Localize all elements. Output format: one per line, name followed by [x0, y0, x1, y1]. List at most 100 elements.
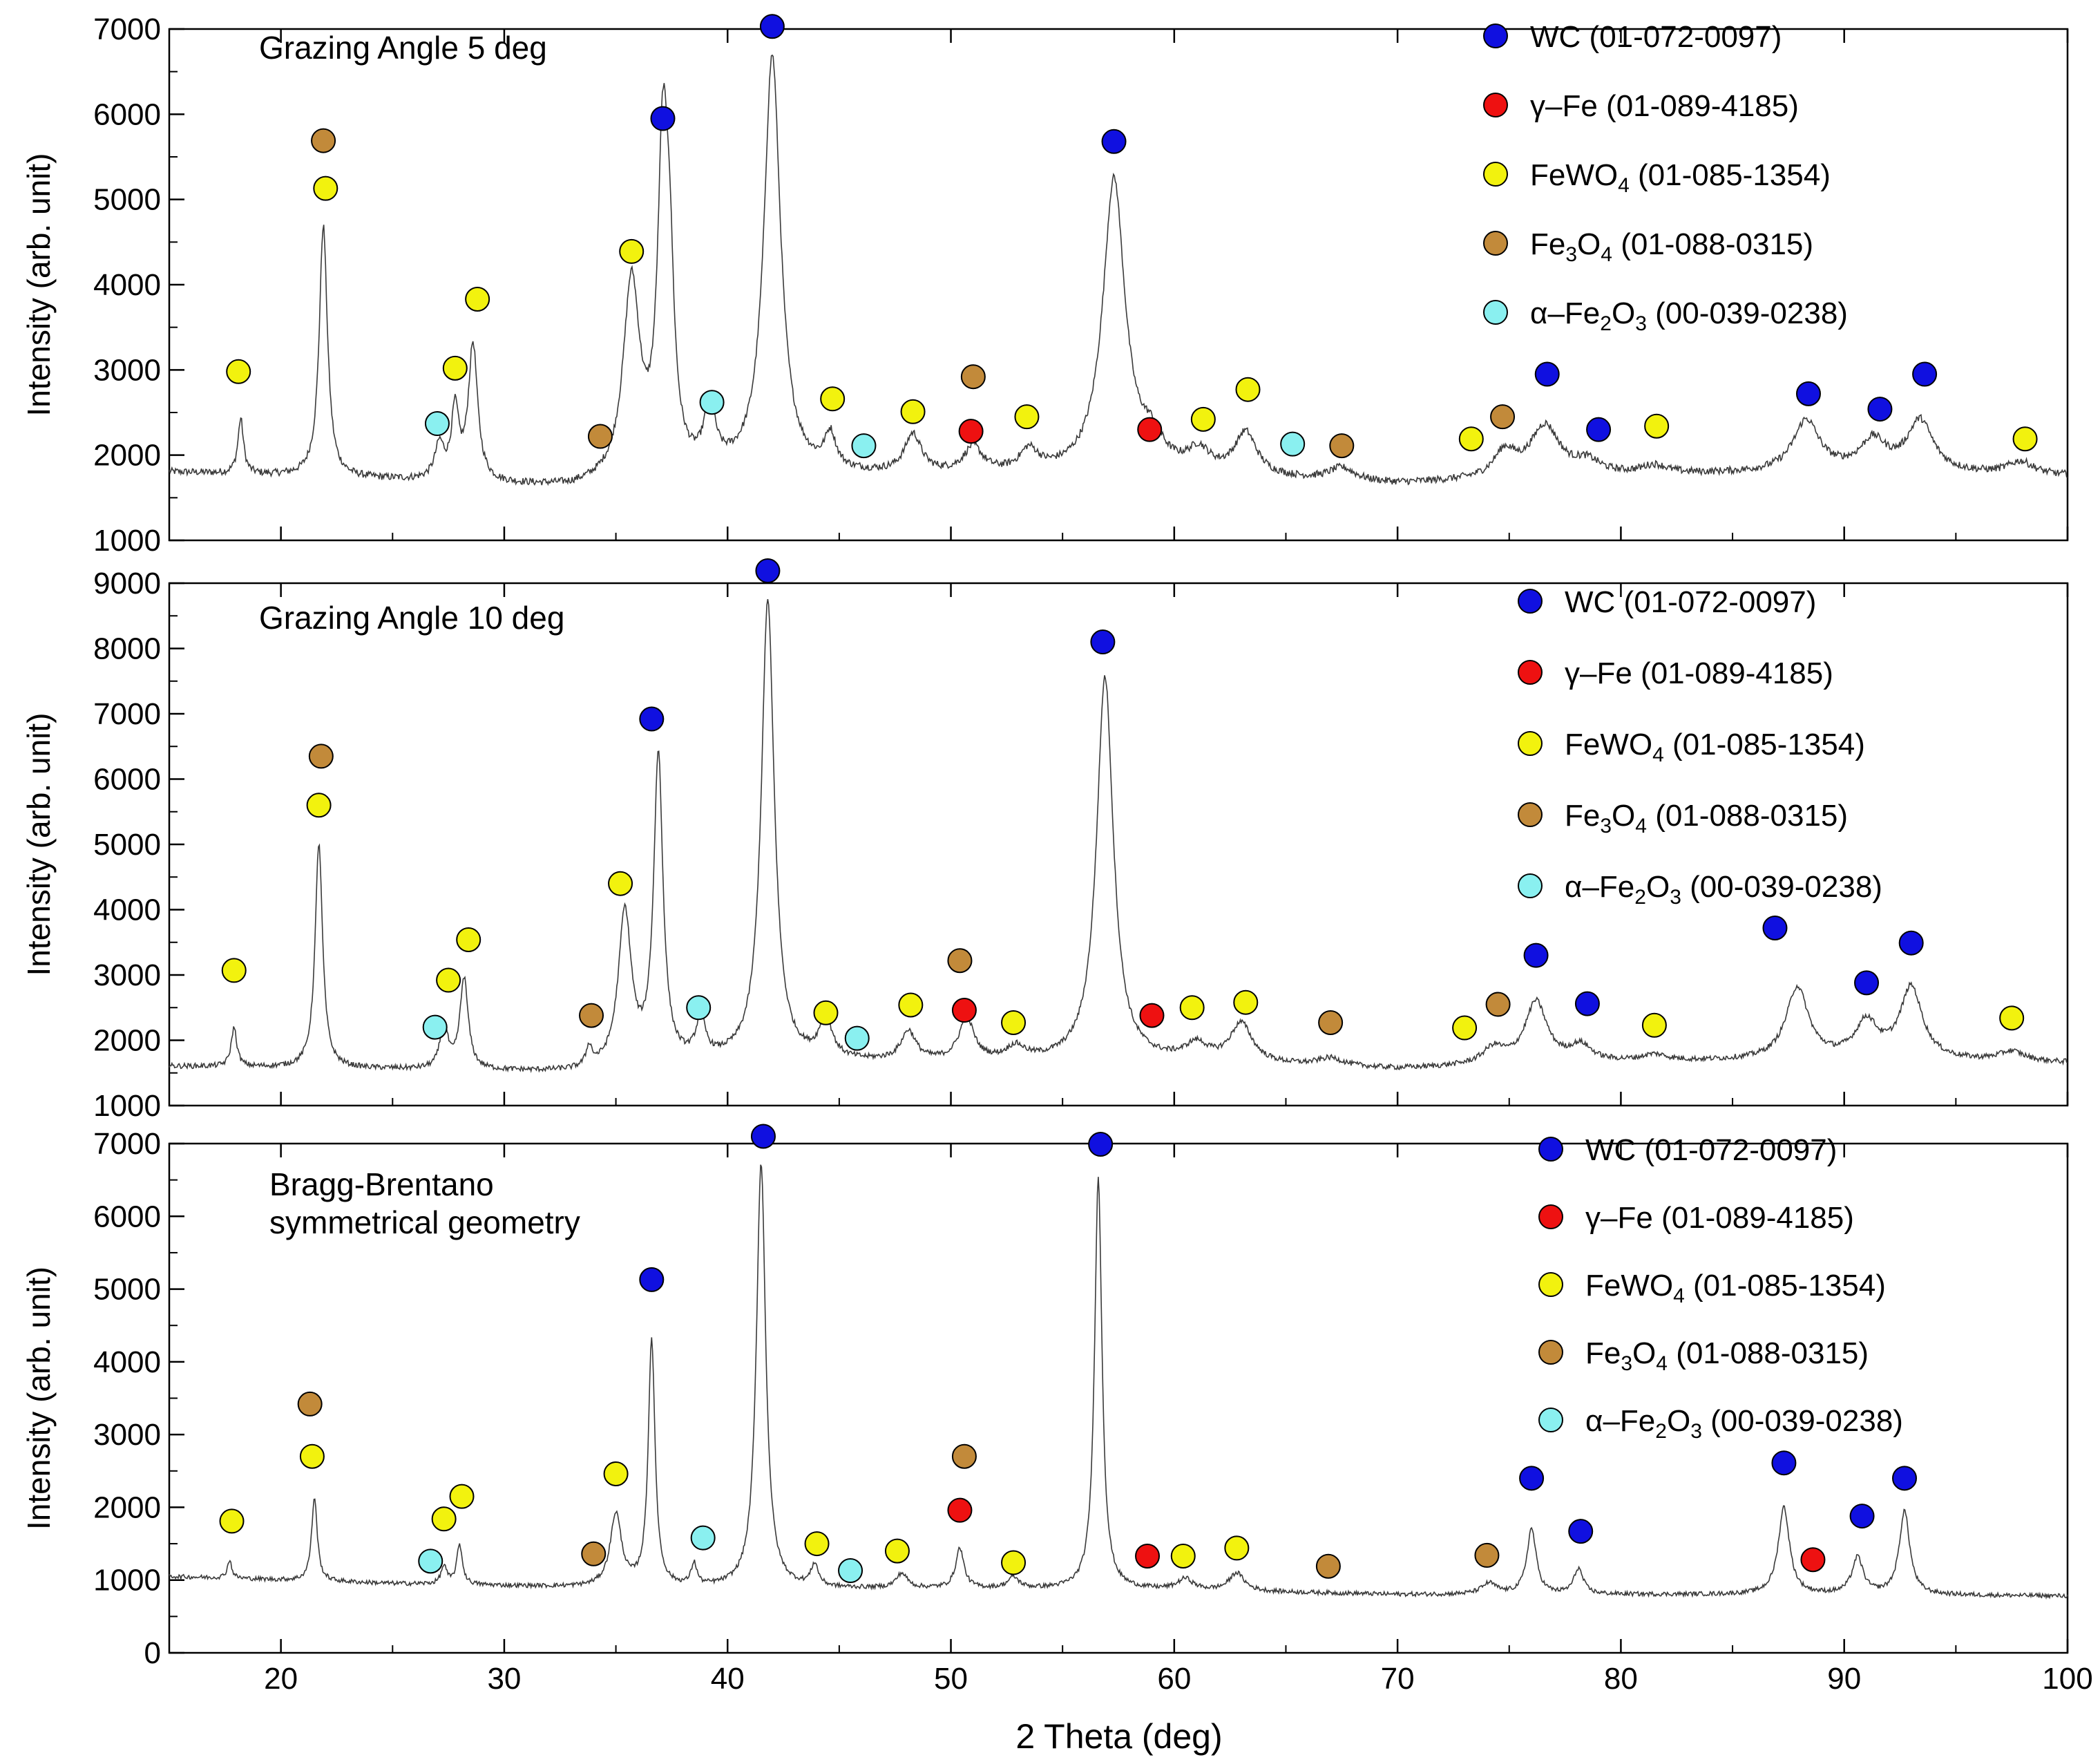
phase-marker [1090, 629, 1116, 655]
phase-marker [1088, 1132, 1114, 1157]
phase-marker [1891, 1466, 1917, 1491]
phase-marker [306, 793, 332, 818]
phase-marker [1233, 989, 1259, 1015]
legend-marker [1518, 589, 1543, 614]
phase-marker [1315, 1553, 1341, 1579]
phase-marker [1235, 377, 1261, 402]
phase-marker [587, 424, 613, 449]
y-tick-label: 1000 [93, 1564, 161, 1598]
x-tick-label: 50 [934, 1662, 968, 1696]
phase-marker [603, 1461, 629, 1486]
phase-marker [1139, 1003, 1165, 1028]
phase-marker [1170, 1543, 1196, 1569]
y-tick-label: 3000 [93, 958, 161, 992]
x-tick-label: 30 [487, 1662, 521, 1696]
panel-title: symmetrical geometry [269, 1204, 580, 1240]
phase-marker [1137, 417, 1163, 442]
phase-marker [219, 1508, 245, 1534]
phase-marker [422, 1014, 448, 1040]
legend-marker [1538, 1408, 1563, 1432]
phase-marker [1762, 915, 1788, 940]
xrd-pattern-line [169, 598, 2068, 1074]
phase-marker [442, 355, 468, 381]
y-tick-label: 3000 [93, 1418, 161, 1452]
phase-marker [699, 390, 725, 415]
phase-marker [313, 176, 338, 201]
phase-marker [1474, 1542, 1500, 1568]
y-tick-label: 6000 [93, 763, 161, 797]
legend-marker [1538, 1340, 1563, 1365]
y-tick-label: 1000 [93, 524, 161, 558]
phase-marker [900, 399, 926, 424]
legend-marker [1483, 23, 1508, 48]
phase-marker [813, 1000, 839, 1025]
phase-marker [759, 14, 785, 39]
phase-marker [960, 364, 986, 390]
phase-marker [1329, 433, 1355, 459]
phase-marker [1771, 1450, 1797, 1476]
xrd-pattern-line [169, 54, 2068, 486]
phase-marker [750, 1124, 776, 1149]
phase-marker [449, 1484, 475, 1509]
phase-marker [1135, 1543, 1161, 1569]
y-tick-label: 5000 [93, 1273, 161, 1307]
phase-marker [1458, 426, 1484, 452]
phase-marker [579, 1003, 604, 1028]
phase-marker [1644, 413, 1670, 439]
phase-marker [1224, 1535, 1250, 1561]
legend-label: FeWO4 (01-085-1354) [1585, 1269, 1886, 1307]
phase-marker [1849, 1504, 1875, 1529]
phase-marker [844, 1025, 870, 1051]
phase-marker [1014, 404, 1040, 430]
phase-marker [820, 386, 846, 412]
legend-label: α–Fe2O3 (00-039-0238) [1565, 870, 1882, 909]
phase-marker [418, 1548, 443, 1574]
panel-1: 1000 2000 3000 4000 5000 6000 7000 Intensity (a… [21, 12, 2069, 558]
phase-marker [884, 1538, 910, 1564]
phase-marker [456, 927, 481, 952]
x-tick-label: 70 [1381, 1662, 1415, 1696]
y-tick-label: 7000 [93, 12, 161, 46]
phase-marker [1490, 404, 1516, 430]
phase-marker [951, 998, 977, 1023]
phase-marker [947, 948, 973, 974]
phase-marker [311, 128, 336, 153]
legend-marker [1483, 162, 1508, 187]
y-tick-label: 9000 [93, 567, 161, 600]
phase-marker [226, 359, 251, 384]
y-tick-label: 6000 [93, 97, 161, 131]
y-tick-label: 7000 [93, 697, 161, 731]
phase-marker [1179, 995, 1205, 1021]
y-axis-title: Intensity (arb. unit) [21, 713, 57, 976]
y-tick-label: 0 [144, 1636, 161, 1670]
legend-label: WC (01-072-0097) [1585, 1133, 1837, 1167]
phase-marker [608, 871, 633, 896]
legend-marker [1518, 660, 1543, 685]
y-tick-label: 7000 [93, 1127, 161, 1161]
phase-marker [1001, 1550, 1027, 1575]
legend-marker [1518, 731, 1543, 756]
y-tick-label: 1000 [93, 1089, 161, 1123]
y-tick-label: 4000 [93, 893, 161, 927]
phase-marker [1519, 1466, 1545, 1491]
phase-marker [650, 106, 676, 131]
panel-title: Grazing Angle 5 deg [259, 30, 547, 66]
phase-marker [958, 419, 984, 444]
phase-marker [299, 1443, 325, 1469]
phase-marker [436, 967, 461, 993]
phase-marker [1800, 1547, 1826, 1573]
phase-marker [1912, 361, 1938, 387]
x-tick-label: 90 [1827, 1662, 1861, 1696]
phase-marker [1568, 1519, 1594, 1544]
phase-marker [1641, 1012, 1667, 1038]
phase-marker [1898, 930, 1924, 956]
legend-label: FeWO4 (01-085-1354) [1565, 728, 1865, 766]
legend-label: α–Fe2O3 (00-039-0238) [1585, 1404, 1903, 1443]
x-axis-title: 2 Theta (deg) [1015, 1717, 1222, 1756]
y-axis-title: Intensity (arb. unit) [21, 1267, 57, 1530]
phase-marker [838, 1558, 863, 1584]
phase-marker [581, 1541, 607, 1566]
phase-marker [1574, 991, 1600, 1016]
